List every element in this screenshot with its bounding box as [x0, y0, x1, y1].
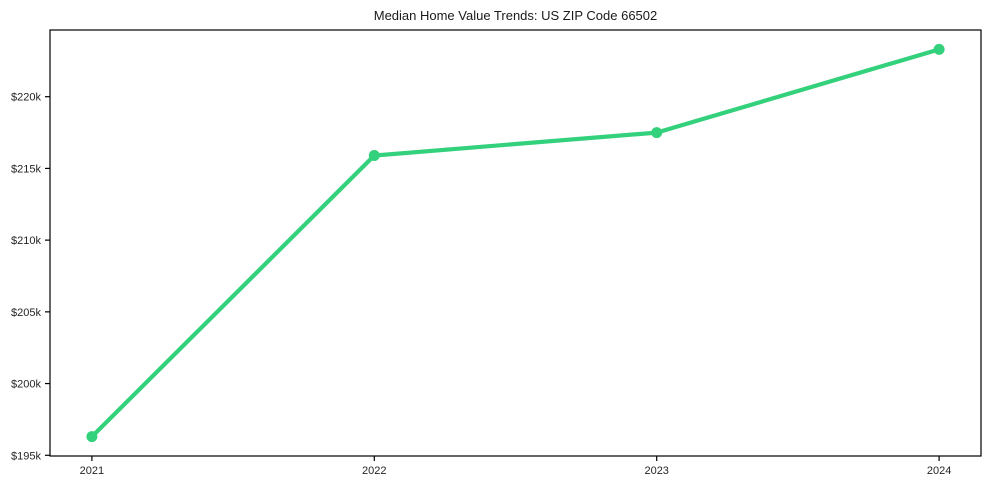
y-tick-label: $210k [11, 235, 41, 247]
chart-title: Median Home Value Trends: US ZIP Code 66… [373, 8, 658, 23]
x-tick-label: 2022 [362, 465, 386, 477]
trend-line [89, 47, 942, 439]
y-tick-label: $200k [11, 379, 41, 391]
x-tick-label: 2023 [644, 465, 668, 477]
plot-border [49, 29, 982, 457]
x-tick-label: 2024 [927, 465, 951, 477]
y-tick-label: $215k [11, 163, 41, 175]
data-point-2023 [651, 127, 663, 139]
x-tick-label: 2021 [80, 465, 104, 477]
data-point-2024 [933, 43, 945, 55]
y-tick-label: $195k [11, 450, 41, 462]
data-point-2021 [86, 431, 98, 443]
y-tick-label: $205k [11, 307, 41, 319]
y-tick-label: $220k [11, 92, 41, 104]
data-point-2022 [368, 150, 380, 161]
